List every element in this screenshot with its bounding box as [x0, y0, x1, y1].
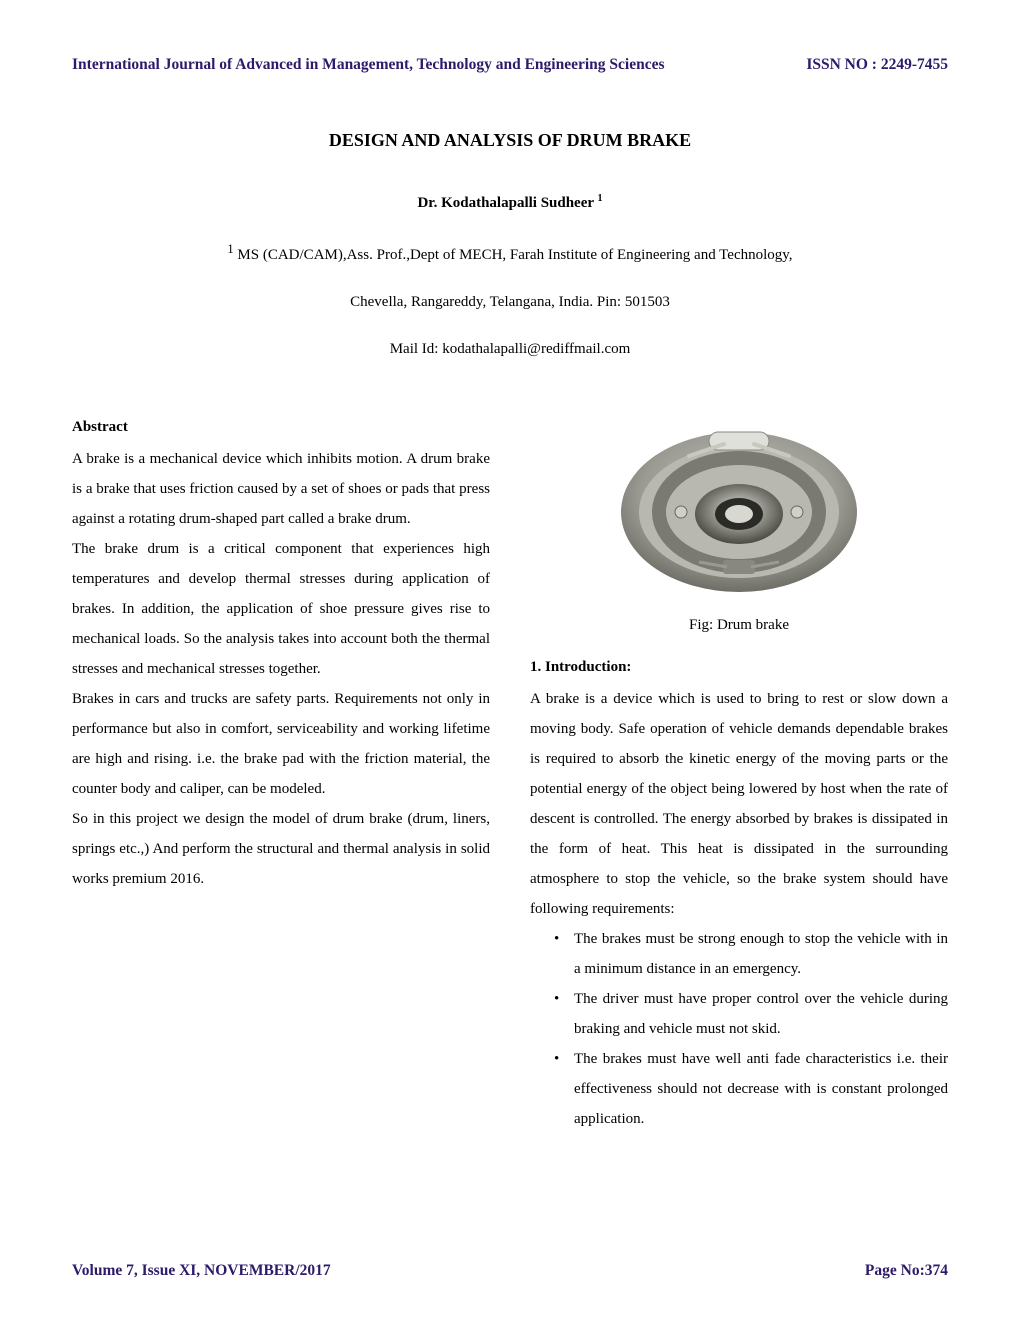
right-column: Fig: Drum brake 1. Introduction: A brake… [530, 412, 948, 1134]
journal-name: International Journal of Advanced in Man… [72, 56, 665, 74]
left-column: Abstract A brake is a mechanical device … [72, 412, 490, 1134]
intro-paragraph-1: A brake is a device which is used to bri… [530, 684, 948, 924]
affiliation-line: 1 MS (CAD/CAM),Ass. Prof.,Dept of MECH, … [72, 242, 948, 264]
author-line: Dr. Kodathalapalli Sudheer 1 [72, 193, 948, 212]
volume-issue: Volume 7, Issue XI, NOVEMBER/2017 [72, 1262, 331, 1280]
page-header: International Journal of Advanced in Man… [72, 56, 948, 74]
mail-line: Mail Id: kodathalapalli@rediffmail.com [72, 341, 948, 358]
section-1-heading: 1. Introduction: [530, 652, 948, 682]
page-footer: Volume 7, Issue XI, NOVEMBER/2017 Page N… [72, 1262, 948, 1280]
requirements-list: The brakes must be strong enough to stop… [530, 924, 948, 1134]
author-superscript: 1 [598, 193, 603, 204]
drum-brake-figure [599, 412, 879, 602]
paper-title: DESIGN AND ANALYSIS OF DRUM BRAKE [72, 130, 948, 151]
list-item: The brakes must have well anti fade char… [554, 1044, 948, 1134]
address-line: Chevella, Rangareddy, Telangana, India. … [72, 294, 948, 311]
list-item: The driver must have proper control over… [554, 984, 948, 1044]
page-number: Page No:374 [865, 1262, 948, 1280]
abstract-paragraph-2: The brake drum is a critical component t… [72, 534, 490, 684]
list-item: The brakes must be strong enough to stop… [554, 924, 948, 984]
abstract-heading: Abstract [72, 412, 490, 442]
issn-number: ISSN NO : 2249-7455 [806, 56, 948, 74]
author-name: Dr. Kodathalapalli Sudheer [417, 195, 597, 211]
abstract-paragraph-4: So in this project we design the model o… [72, 804, 490, 894]
abstract-paragraph-3: Brakes in cars and trucks are safety par… [72, 684, 490, 804]
figure-caption-prefix: Fig: [689, 617, 717, 633]
affiliation-text: MS (CAD/CAM),Ass. Prof.,Dept of MECH, Fa… [234, 247, 793, 263]
figure-caption: Fig: Drum brake [530, 610, 948, 640]
two-column-body: Abstract A brake is a mechanical device … [72, 412, 948, 1134]
abstract-paragraph-1: A brake is a mechanical device which inh… [72, 444, 490, 534]
figure-caption-text: Drum brake [717, 617, 789, 633]
